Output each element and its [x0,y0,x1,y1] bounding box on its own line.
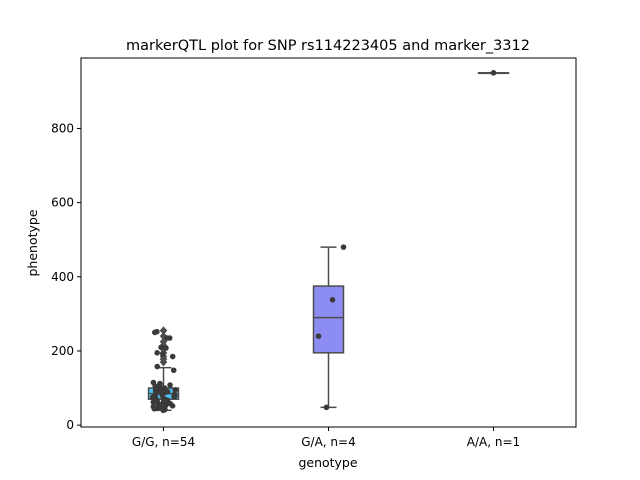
data-point [150,403,157,410]
data-point [154,350,160,356]
data-point [158,344,164,351]
data-point [159,351,166,357]
outlier-marker [159,331,168,341]
data-point [161,385,168,391]
box-1 [312,246,345,409]
y-tick-label: 600 [51,196,74,210]
data-point [164,335,170,341]
data-point [150,379,157,386]
y-tick-label: 800 [51,121,74,135]
data-point [154,363,161,370]
data-point [490,70,497,76]
data-point [315,333,322,339]
data-point [157,380,163,387]
x-tick-label: G/A, n=4 [301,435,355,449]
data-point [170,367,177,374]
y-tick-label: 200 [51,344,74,358]
data-point [154,328,160,335]
data-point [340,244,347,250]
y-axis-label: phenotype [25,209,40,276]
plot-area: 0 200 400 600 800 G/G, n=54 G/A, n=4 A/A, n=1 [51,70,520,449]
plot-frame [80,57,577,428]
chart-title: markerQTL plot for SNP rs114223405 and m… [126,38,530,54]
data-point [323,404,330,411]
data-point [329,296,336,303]
data-point [167,382,173,388]
data-point [169,353,176,360]
x-tick-label: A/A, n=1 [467,435,520,449]
box-iqr [312,285,345,354]
data-point [171,391,178,398]
data-point [163,345,169,351]
data-point [172,387,178,393]
x-tick-label: G/G, n=54 [132,435,195,449]
x-axis-label: genotype [298,455,357,470]
data-point [164,388,171,395]
y-tick-label: 0 [66,418,74,432]
outlier-marker [159,326,168,335]
y-tick-label: 400 [51,270,74,284]
